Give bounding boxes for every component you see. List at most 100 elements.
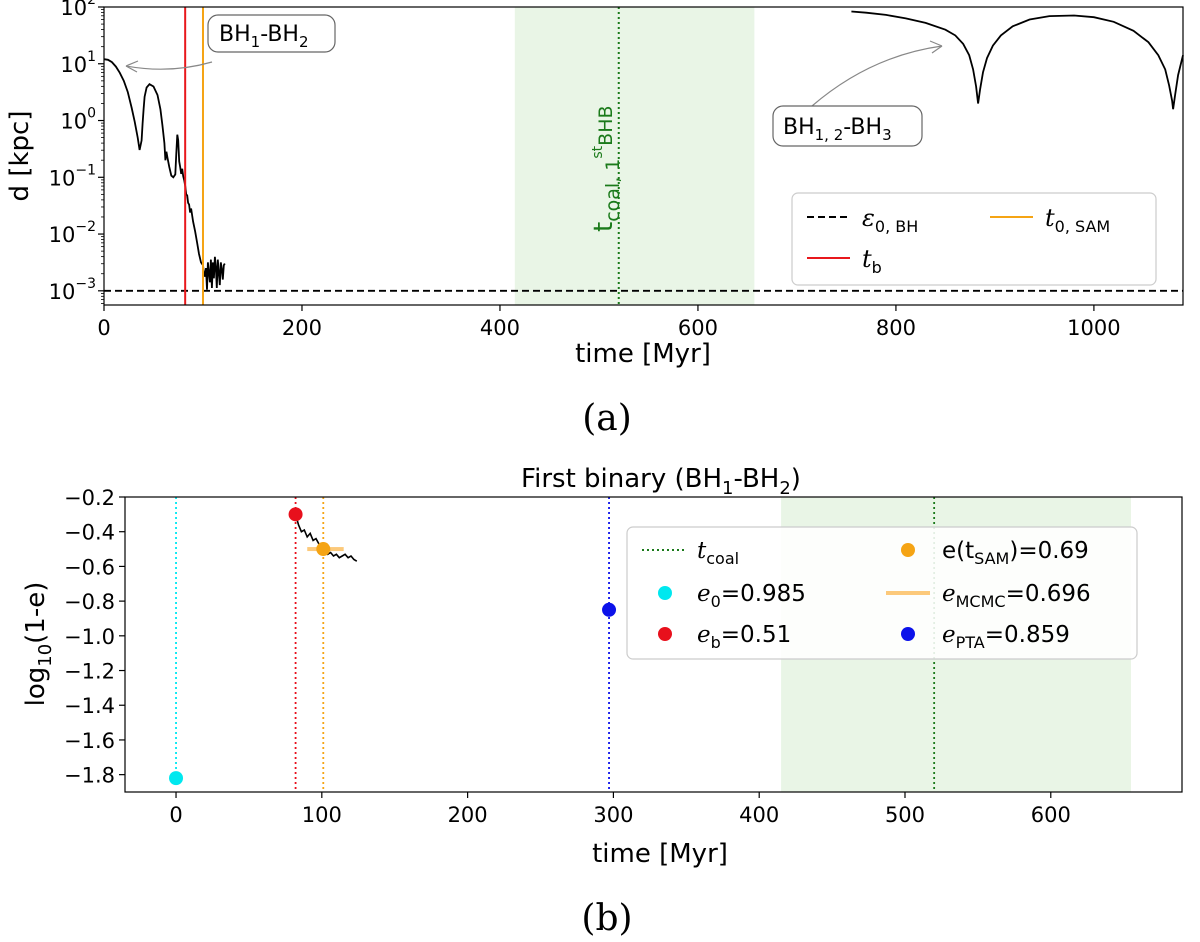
b-legend-swatch-e0 [658,586,672,600]
b-y-tick-label: −0.6 [64,555,115,579]
b-legend-eb-post: =0.51 [721,622,791,648]
b-legend-swatch-emcmc [886,591,930,595]
b-y-tick-label: −1.8 [64,764,115,788]
a-annotation-bh12-bh3: BH1, 2-BH3 [772,40,943,147]
a-x-tick-label: 0 [97,316,110,340]
b-legend-emcmc-main: e [942,581,956,607]
a-annotation-box-2 [772,105,923,147]
a-annotation-2-sub2: 3 [882,126,892,144]
b-y-tick-label: −1.2 [64,660,115,684]
a-annotation-1-sub1: 1 [251,33,261,51]
b-x-tick-label: 500 [885,803,925,827]
b-x-tick-label: 600 [1031,803,1071,827]
b-legend-label-tcoal: tcoal [697,538,739,568]
a-legend-frame [791,192,1157,286]
b-legend-swatch-esam [901,543,915,557]
a-curves [103,7,1184,305]
b-legend-e0-main: e [697,581,711,607]
a-annotation-arrow-2 [811,45,943,107]
b-title-sub2: 2 [779,478,790,499]
a-tcoal-label-main: t [589,222,619,232]
a-annotation-2-sub1: 1, 2 [815,126,844,144]
a-annotation-text-1: BH1-BH2 [219,22,309,51]
a-series-line-1 [851,10,1184,110]
b-legend-label-epta: ePTA=0.859 [942,622,1070,652]
b-legend-label-e0: e0=0.985 [697,581,806,611]
b-legend-tcoal-main: t [697,538,707,564]
a-legend-tb-sub: b [872,258,882,277]
b-legend-emcmc-sub: MCMC [956,592,1006,611]
b-y-axis-label-sub: 10 [35,644,56,667]
b-axes-frame [124,496,1183,793]
a-y-tick-label: 101 [60,49,96,77]
a-y-tick-label: 10−1 [49,162,96,190]
b-x-tick-label: 200 [448,803,488,827]
b-point-etsam [316,542,331,557]
a-annotation-1-pre: BH [219,22,251,47]
b-legend-esam-main: e(t [942,538,974,564]
panel-b-caption: (b) [581,898,632,939]
b-legend-epta-post: =0.859 [985,622,1070,648]
a-annotation-text-2: BH1, 2-BH3 [783,115,892,144]
b-y-tick-label: −0.4 [64,521,115,545]
a-legend-t0sam-symbol: t [1045,204,1055,232]
b-y-ticks: −0.2 −0.4 −0.6 −0.8 −1.0 −1.2 −1.4 −1.6 −1.8 [64,486,125,788]
a-legend-epsilon-symbol: ε [862,204,875,232]
b-points [169,507,617,786]
b-legend-tcoal-sub: coal [706,549,739,568]
a-y-tick-label: 100 [60,106,96,134]
b-legend-esam-post: )=0.69 [1009,538,1088,564]
a-legend-t0sam-sub: 0, SAM [1055,217,1111,236]
b-legend-emcmc-post: =0.696 [1006,581,1091,607]
b-legend-label-eb: eb=0.51 [697,622,791,652]
b-y-tick-label: −1.0 [64,625,115,649]
a-legend-label-epsilon: ε0, BH [862,204,918,236]
a-legend-epsilon-sub: 0, BH [875,217,918,236]
b-legend-epta-main: e [942,622,956,648]
a-shaded-band [514,7,755,305]
b-legend-label-esam: e(tSAM)=0.69 [942,538,1089,568]
a-y-tick-exponent: −1 [75,162,96,178]
b-legend-frame [626,526,1138,660]
a-y-tick-label: 10−3 [49,276,96,304]
b-title-pre: First binary (BH [521,464,722,494]
b-y-tick-label: −1.4 [64,694,115,718]
a-annotation-bh1-bh2: BH1-BH2 [125,14,336,73]
b-y-axis-label-post: (1-e) [21,582,51,644]
a-axes-frame [103,6,1184,306]
a-legend: ε0, BH t0, SAM tb [791,192,1157,286]
panel-a-caption: (a) [582,398,632,439]
b-title-sub1: 1 [722,478,733,499]
a-y-tick-exponent: 1 [87,49,96,65]
b-y-tick-label: −0.8 [64,590,115,614]
a-x-tick-label: 800 [876,316,916,340]
b-legend-eb-main: e [697,622,711,648]
a-series-line-0 [103,58,226,290]
a-tcoal-label-tail: BHB [595,105,617,145]
b-y-axis-label-pre: log [21,667,51,707]
b-legend-e0-post: =0.985 [721,581,806,607]
a-annotation-2-mid: -BH [843,115,882,140]
a-tcoal-label: tcoal, 1stBHB [589,105,624,232]
a-y-tick-exponent: −3 [75,276,96,292]
b-x-tick-label: 300 [593,803,633,827]
b-legend-swatch-epta [901,627,915,641]
b-legend-label-emcmc: eMCMC=0.696 [942,581,1091,611]
a-legend-label-t0sam: t0, SAM [1045,204,1110,236]
b-title-mid: -BH [734,464,780,494]
b-point-eb [288,507,303,522]
a-legend-label-tb: tb [862,245,882,277]
a-annotation-arrowhead-2 [929,40,943,54]
b-legend: tcoal e(tSAM)=0.69 e0=0.985 eMCMC=0.696 … [626,526,1138,660]
panel-a-distance-plot: 0 200 400 600 800 1000 10−310−210−1100101102 … [5,0,1184,439]
b-legend-swatch-eb [658,627,672,641]
b-vertical-lines [175,497,936,792]
a-annotation-1-mid: -BH [260,22,299,47]
a-x-tick-label: 600 [678,316,718,340]
a-annotation-1-sub2: 2 [299,33,309,51]
b-y-tick-label: −0.2 [64,486,115,510]
b-legend-eb-sub: b [711,633,721,652]
a-tcoal-label-sup: st [590,145,606,158]
